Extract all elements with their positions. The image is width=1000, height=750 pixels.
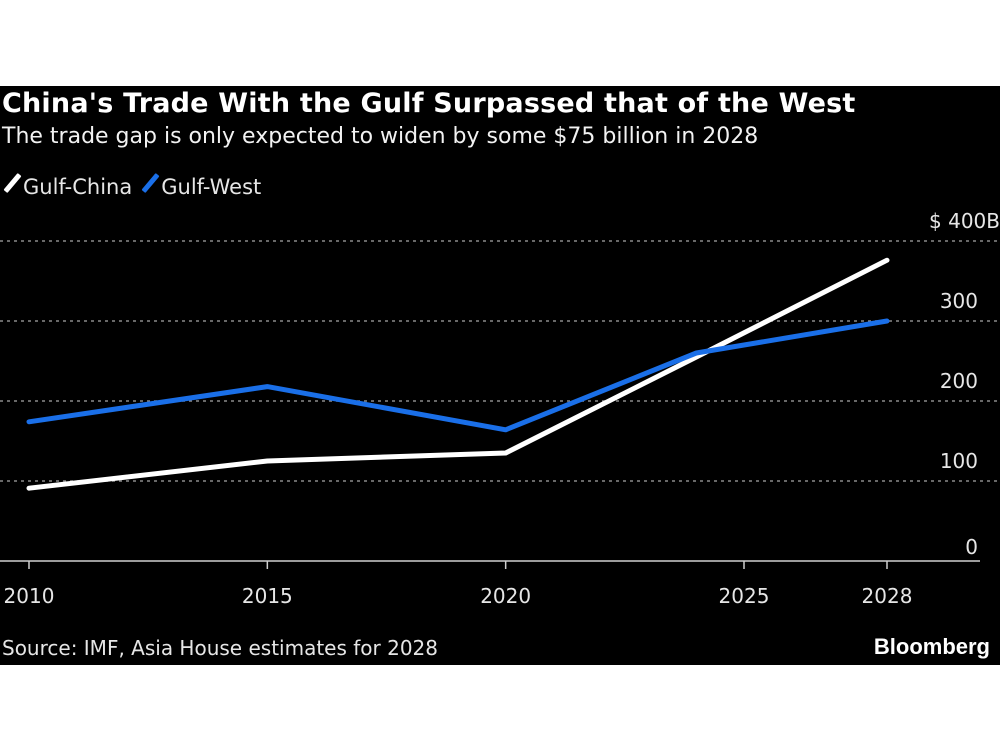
legend: Gulf-China Gulf-West (3, 172, 262, 199)
bloomberg-logo: Bloomberg (873, 634, 990, 659)
legend-item-gulf-china: Gulf-China (3, 172, 133, 199)
x-tick-label: 2028 (862, 584, 913, 608)
legend-label: Gulf-China (23, 175, 133, 199)
y-tick-label: 0 (965, 535, 978, 559)
x-tick-label: 2020 (480, 584, 531, 608)
legend-label: Gulf-West (161, 175, 262, 199)
series-line-gulf-china (26, 257, 890, 491)
legend-swatch-gulf-china (3, 172, 22, 194)
y-tick-label: $ 400B (929, 209, 1000, 233)
legend-swatch-gulf-west (141, 172, 160, 194)
chart-title: China's Trade With the Gulf Surpassed th… (2, 88, 856, 119)
series-line-gulf-west (26, 318, 890, 433)
x-tick-label: 2015 (242, 584, 293, 608)
y-tick-label: 300 (940, 289, 978, 313)
y-tick-label: 100 (940, 449, 978, 473)
chart-panel: 0 100 200 300 $ 400B 2010 2015 2020 2025 2028 Chi… (0, 86, 1000, 665)
y-tick-label: 200 (940, 369, 978, 393)
source-note: Source: IMF, Asia House estimates for 20… (2, 636, 439, 660)
line-chart: 0 100 200 300 $ 400B 2010 2015 2020 2025 2028 (0, 209, 1000, 608)
chart-subtitle: The trade gap is only expected to widen … (2, 124, 759, 149)
x-tick-label: 2010 (4, 584, 55, 608)
x-tick-label: 2025 (719, 584, 770, 608)
legend-item-gulf-west: Gulf-West (141, 172, 262, 199)
